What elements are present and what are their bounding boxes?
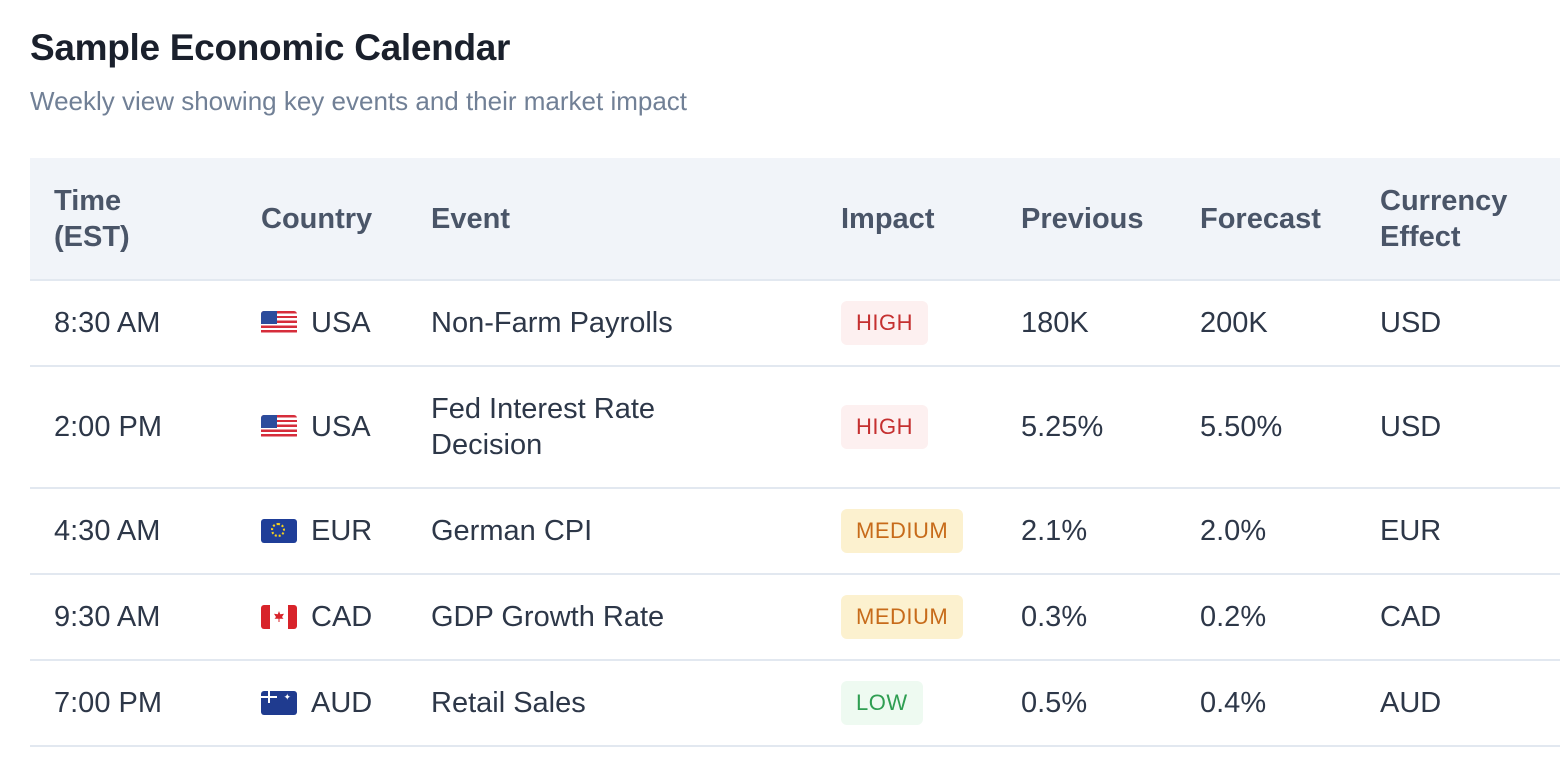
previous-cell: 0.5% [997,660,1176,747]
country-cell: EUR [237,488,407,575]
table-header-row: Time (EST) Country Event Impact Previous… [30,158,1560,281]
table-row: 7:00 PM AUD Retail Sales LOW 0.5% 0.4% A… [30,660,1560,747]
currency-cell: EUR [1356,488,1560,575]
impact-badge: MEDIUM [841,509,964,553]
time-cell: 9:30 AM [30,574,237,661]
impact-badge: MEDIUM [841,595,964,639]
forecast-cell: 2.0% [1176,488,1356,575]
forecast-cell: 0.2% [1176,574,1356,661]
table-row: 2:00 PM USA Fed Interest Rate Decision HI… [30,366,1560,489]
impact-cell: HIGH [817,366,997,489]
time-cell: 2:00 PM [30,366,237,489]
forecast-cell: 200K [1176,280,1356,367]
event-cell: Fed Interest Rate Decision [407,366,817,489]
country-cell: CAD [237,574,407,661]
ca-flag-icon [261,605,297,629]
table-row: 9:30 AM CAD GDP Growth Rate MEDIUM 0.3% … [30,574,1560,661]
us-flag-icon [261,311,297,335]
impact-badge: LOW [841,681,923,725]
impact-cell: MEDIUM [817,574,997,661]
country-cell: AUD [237,660,407,747]
currency-cell: USD [1356,366,1560,489]
header-previous: Previous [997,158,1176,281]
country-cell: USA [237,280,407,367]
impact-cell: MEDIUM [817,488,997,575]
event-cell: Retail Sales [407,660,817,747]
impact-badge: HIGH [841,405,928,449]
impact-cell: HIGH [817,280,997,367]
previous-cell: 5.25% [997,366,1176,489]
previous-cell: 2.1% [997,488,1176,575]
page-subtitle: Weekly view showing key events and their… [30,86,688,116]
previous-cell: 180K [997,280,1176,367]
time-cell: 4:30 AM [30,488,237,575]
header-event: Event [407,158,817,281]
forecast-cell: 0.4% [1176,660,1356,747]
time-cell: 7:00 PM [30,660,237,747]
header-country: Country [237,158,407,281]
header-forecast: Forecast [1176,158,1356,281]
currency-cell: AUD [1356,660,1560,747]
table-row: 4:30 AM EUR German CPI MEDIUM 2.1% 2.0% … [30,488,1560,575]
previous-cell: 0.3% [997,574,1176,661]
eu-flag-icon [261,519,297,543]
country-cell: USA [237,366,407,489]
au-flag-icon [261,691,297,715]
header-impact: Impact [817,158,997,281]
us-flag-icon [261,415,297,439]
header-time: Time (EST) [30,158,237,281]
impact-cell: LOW [817,660,997,747]
currency-cell: USD [1356,280,1560,367]
time-cell: 8:30 AM [30,280,237,367]
impact-badge: HIGH [841,301,928,345]
economic-calendar-table: Time (EST) Country Event Impact Previous… [30,158,1560,747]
currency-cell: CAD [1356,574,1560,661]
header-currency-effect: Currency Effect [1356,158,1560,281]
forecast-cell: 5.50% [1176,366,1356,489]
event-cell: Non-Farm Payrolls [407,280,817,367]
table-row: 8:30 AM USA Non-Farm Payrolls HIGH 180K … [30,280,1560,367]
event-cell: GDP Growth Rate [407,574,817,661]
page-title: Sample Economic Calendar [30,27,511,68]
event-cell: German CPI [407,488,817,575]
